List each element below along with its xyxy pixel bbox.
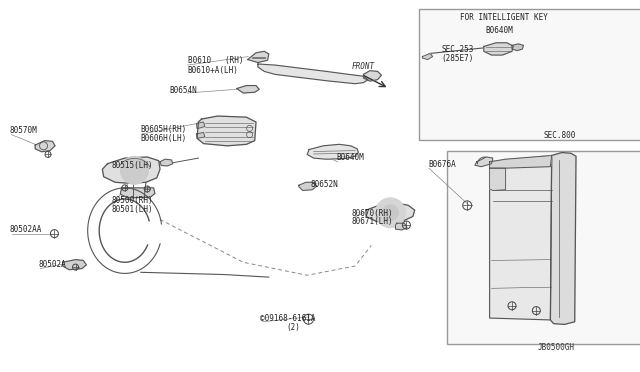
Polygon shape	[196, 122, 205, 129]
Text: 80671(LH): 80671(LH)	[352, 217, 394, 226]
Polygon shape	[237, 86, 259, 93]
Polygon shape	[396, 223, 407, 230]
Polygon shape	[258, 64, 368, 84]
Polygon shape	[160, 159, 173, 166]
Polygon shape	[197, 116, 256, 146]
Text: 80501(LH): 80501(LH)	[111, 205, 153, 214]
Text: 80502AA: 80502AA	[10, 225, 42, 234]
Text: (285E7): (285E7)	[442, 54, 474, 62]
Bar	[419, 9, 640, 140]
Polygon shape	[475, 157, 493, 167]
Polygon shape	[366, 203, 415, 222]
Text: B0610   (RH): B0610 (RH)	[188, 56, 243, 65]
Polygon shape	[299, 182, 317, 190]
Polygon shape	[307, 144, 358, 159]
Text: 80502A: 80502A	[38, 260, 66, 269]
Text: 80500(RH): 80500(RH)	[111, 196, 153, 205]
Polygon shape	[422, 54, 433, 60]
Polygon shape	[490, 168, 506, 190]
Text: 80515(LH): 80515(LH)	[111, 161, 153, 170]
Text: B0640M: B0640M	[485, 26, 513, 35]
Polygon shape	[35, 141, 55, 152]
Text: 80670(RH): 80670(RH)	[352, 209, 394, 218]
Text: B0606H(LH): B0606H(LH)	[141, 134, 187, 142]
Polygon shape	[550, 153, 576, 324]
Text: B0610+A(LH): B0610+A(LH)	[188, 65, 238, 74]
Text: B0640M: B0640M	[336, 153, 364, 162]
Text: B0676A: B0676A	[429, 160, 456, 169]
Circle shape	[120, 156, 148, 185]
Polygon shape	[63, 260, 86, 270]
Polygon shape	[120, 188, 155, 198]
Polygon shape	[490, 155, 552, 320]
Polygon shape	[364, 71, 381, 81]
Circle shape	[376, 198, 405, 228]
Bar	[447, 151, 640, 344]
Text: FOR INTELLIGENT KEY: FOR INTELLIGENT KEY	[460, 13, 547, 22]
Polygon shape	[512, 44, 524, 51]
Text: (2): (2)	[286, 323, 300, 332]
Text: SEC.253: SEC.253	[442, 45, 474, 54]
Polygon shape	[196, 132, 205, 138]
Polygon shape	[102, 157, 160, 183]
Polygon shape	[490, 155, 552, 168]
Text: 80652N: 80652N	[310, 180, 338, 189]
Text: SEC.800: SEC.800	[544, 131, 577, 140]
Polygon shape	[248, 51, 269, 62]
Circle shape	[383, 205, 398, 221]
Text: ©09168-6161A: ©09168-6161A	[260, 314, 316, 323]
Text: 80570M: 80570M	[10, 126, 37, 135]
Text: JB0500GH: JB0500GH	[538, 343, 575, 352]
Text: B0605H(RH): B0605H(RH)	[141, 125, 187, 134]
Text: B0654N: B0654N	[170, 86, 197, 95]
Text: FRONT: FRONT	[352, 62, 375, 71]
Polygon shape	[484, 43, 513, 55]
